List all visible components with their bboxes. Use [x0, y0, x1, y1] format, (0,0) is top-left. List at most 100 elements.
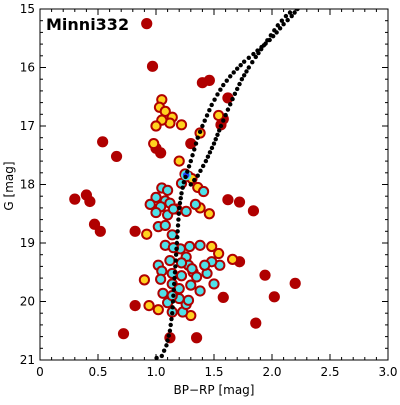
member-star-core: [161, 241, 169, 249]
isochrone-point: [171, 293, 176, 298]
isochrone-point: [170, 305, 175, 310]
member-star-core: [143, 230, 151, 238]
y-tick-label: 15: [20, 2, 35, 16]
isochrone-point: [287, 10, 293, 15]
isochrone-point: [232, 91, 238, 97]
isochrone-point: [174, 240, 180, 246]
isochrone-point: [192, 147, 197, 152]
isochrone-point: [175, 229, 180, 234]
y-tick-label: 16: [20, 61, 35, 75]
isochrone-point: [154, 355, 159, 360]
isochrone-point: [188, 182, 193, 187]
isochrone-point: [272, 28, 277, 33]
isochrone-point: [218, 123, 224, 129]
isochrone-point: [193, 141, 199, 146]
member-star-core: [208, 242, 216, 251]
member-star: [259, 269, 271, 281]
member-star-core: [179, 308, 187, 316]
isochrone-point: [174, 246, 179, 252]
isochrone-point: [175, 223, 181, 228]
member-star-core: [177, 121, 186, 129]
member-star: [110, 150, 123, 163]
isochrone-point: [200, 163, 206, 169]
isochrone-point: [203, 158, 209, 164]
member-star-core: [168, 231, 176, 239]
member-star-core: [164, 299, 172, 307]
member-star: [203, 74, 215, 86]
member-star-core: [166, 119, 174, 127]
member-star-core: [186, 242, 194, 251]
isochrone-point: [167, 328, 173, 333]
member-star-core: [150, 139, 158, 148]
member-star-core: [145, 301, 153, 310]
member-star: [97, 136, 109, 148]
chart-axes: 0 0.5 1.0 1.5 2.0 2.5 3.0 15 16 17 18 19 20 21: [20, 2, 398, 379]
member-star-core: [216, 261, 224, 269]
isochrone-point: [164, 343, 169, 348]
isochrone-point: [159, 353, 164, 359]
isochrone-point: [179, 191, 184, 196]
isochrone-point: [171, 281, 177, 287]
member-star-core: [201, 261, 209, 269]
member-star: [69, 193, 81, 205]
isochrone-point: [207, 108, 212, 113]
x-tick-label: 0: [36, 365, 44, 379]
member-star: [88, 218, 101, 230]
member-star: [217, 291, 229, 304]
member-star-core: [161, 221, 169, 230]
isochrone-point: [165, 338, 170, 343]
member-star-core: [184, 296, 193, 304]
isochrone-point: [244, 69, 249, 74]
isochrone-point: [170, 311, 175, 316]
isochrone-point: [173, 258, 178, 263]
x-tick-label: 2.0: [262, 365, 281, 379]
isochrone-point: [253, 54, 258, 60]
chart-marks: [69, 9, 301, 360]
isochrone-point: [285, 17, 290, 23]
isochrone-point: [217, 128, 222, 133]
isochrone-point: [228, 102, 233, 107]
isochrone-point: [186, 164, 192, 169]
member-star: [247, 205, 260, 217]
member-star: [129, 225, 141, 237]
isochrone-point: [172, 275, 177, 281]
isochrone-point: [172, 270, 178, 275]
isochrone-point: [231, 70, 236, 75]
member-star-core: [196, 241, 204, 249]
member-star-core: [175, 157, 183, 165]
isochrone-point: [261, 43, 267, 48]
member-star-core: [146, 200, 154, 208]
isochrone-point: [265, 38, 270, 43]
isochrone-point: [218, 87, 223, 92]
isochrone-point: [183, 174, 188, 180]
member-star: [129, 299, 141, 312]
member-star-core: [140, 276, 148, 284]
isochrone-point: [175, 234, 180, 240]
member-star-core: [188, 265, 196, 273]
isochrone-point: [190, 153, 195, 158]
x-tick-label: 0.5: [88, 365, 107, 379]
member-star-core: [152, 122, 160, 130]
y-tick-label: 18: [20, 178, 35, 192]
isochrone-point: [209, 102, 214, 108]
y-axis-label: G [mag]: [2, 161, 16, 210]
member-star-core: [196, 287, 204, 295]
member-star-core: [215, 111, 223, 120]
member-star-core: [187, 281, 195, 289]
member-star-core: [177, 259, 186, 267]
isochrone-point: [223, 112, 228, 118]
isochrone-point: [181, 179, 187, 185]
y-tick-label: 19: [20, 236, 35, 250]
isochrone-point: [180, 185, 185, 190]
isochrone-point: [200, 123, 205, 129]
y-tick-label: 20: [20, 295, 35, 309]
member-star-core: [199, 187, 208, 196]
isochrone-point: [171, 287, 176, 292]
isochrone-point: [241, 59, 247, 64]
member-star: [185, 137, 197, 150]
isochrone-point: [235, 66, 240, 71]
member-star-core: [161, 107, 169, 115]
isochrone-point: [230, 96, 235, 102]
